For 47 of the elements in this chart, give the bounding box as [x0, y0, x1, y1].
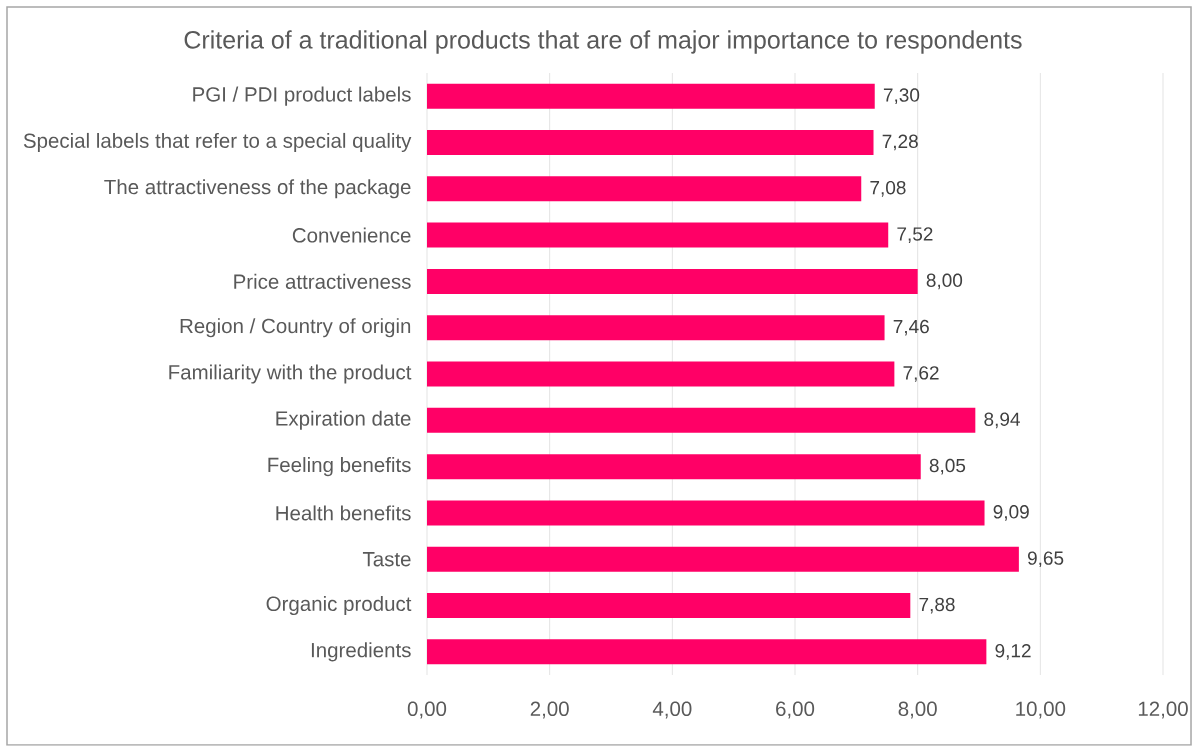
- y-tick-label: Region / Country of origin: [180, 318, 411, 338]
- y-tick-label: Special labels that refer to a special quality: [23, 133, 412, 153]
- x-tick-label: 2,00: [530, 701, 569, 719]
- y-tick-label: Organic product: [266, 596, 412, 616]
- chart-title: Criteria of a traditional products that are of major importance to respondents: [184, 30, 1022, 54]
- bar: [427, 315, 885, 341]
- data-label: 7,28: [882, 134, 918, 151]
- y-tick-label: Expiration date: [276, 410, 411, 430]
- bar: [427, 454, 921, 480]
- bar: [427, 269, 918, 295]
- bar: [427, 361, 895, 387]
- data-label: 7,30: [883, 88, 920, 105]
- data-label: 7,52: [897, 227, 933, 244]
- data-label: 8,94: [984, 412, 1020, 429]
- bar: [427, 176, 862, 202]
- x-tick-label: 4,00: [652, 701, 692, 719]
- y-tick-label: Taste: [362, 552, 411, 567]
- x-tick-label: 6,00: [776, 701, 815, 719]
- bar: [427, 500, 985, 526]
- x-tick-label: 12,00: [1138, 701, 1188, 719]
- y-tick-label: PGI / PDI product labels: [193, 86, 411, 106]
- y-tick-label: Ingredients: [311, 642, 411, 662]
- data-label: 9,09: [993, 505, 1029, 521]
- bar: [427, 546, 1019, 572]
- bar: [427, 407, 976, 433]
- data-label: 7,08: [870, 181, 906, 197]
- bar: [427, 593, 911, 619]
- bar: [427, 83, 875, 109]
- y-tick-label: Feeling benefits: [268, 457, 411, 477]
- y-tick-label: Health benefits: [276, 505, 411, 521]
- bar: [427, 222, 889, 248]
- y-tick-label: Convenience: [292, 227, 411, 243]
- data-label: 9,65: [1027, 551, 1064, 568]
- y-tick-label: Price attractiveness: [234, 273, 411, 290]
- data-label: 9,12: [995, 644, 1031, 660]
- bar: [427, 639, 987, 665]
- y-tick-label: The attractiveness of the package: [104, 179, 411, 199]
- data-label: 7,46: [893, 319, 929, 336]
- data-label: 7,88: [919, 597, 955, 614]
- x-tick-label: 0,00: [407, 701, 447, 719]
- x-tick-label: 10,00: [1016, 701, 1066, 719]
- data-label: 7,62: [903, 366, 939, 382]
- bar: [427, 130, 874, 156]
- data-label: 8,00: [926, 273, 963, 290]
- data-label: 8,05: [929, 458, 966, 475]
- x-tick-label: 8,00: [898, 701, 937, 719]
- y-tick-label: Familiarity with the product: [169, 364, 412, 384]
